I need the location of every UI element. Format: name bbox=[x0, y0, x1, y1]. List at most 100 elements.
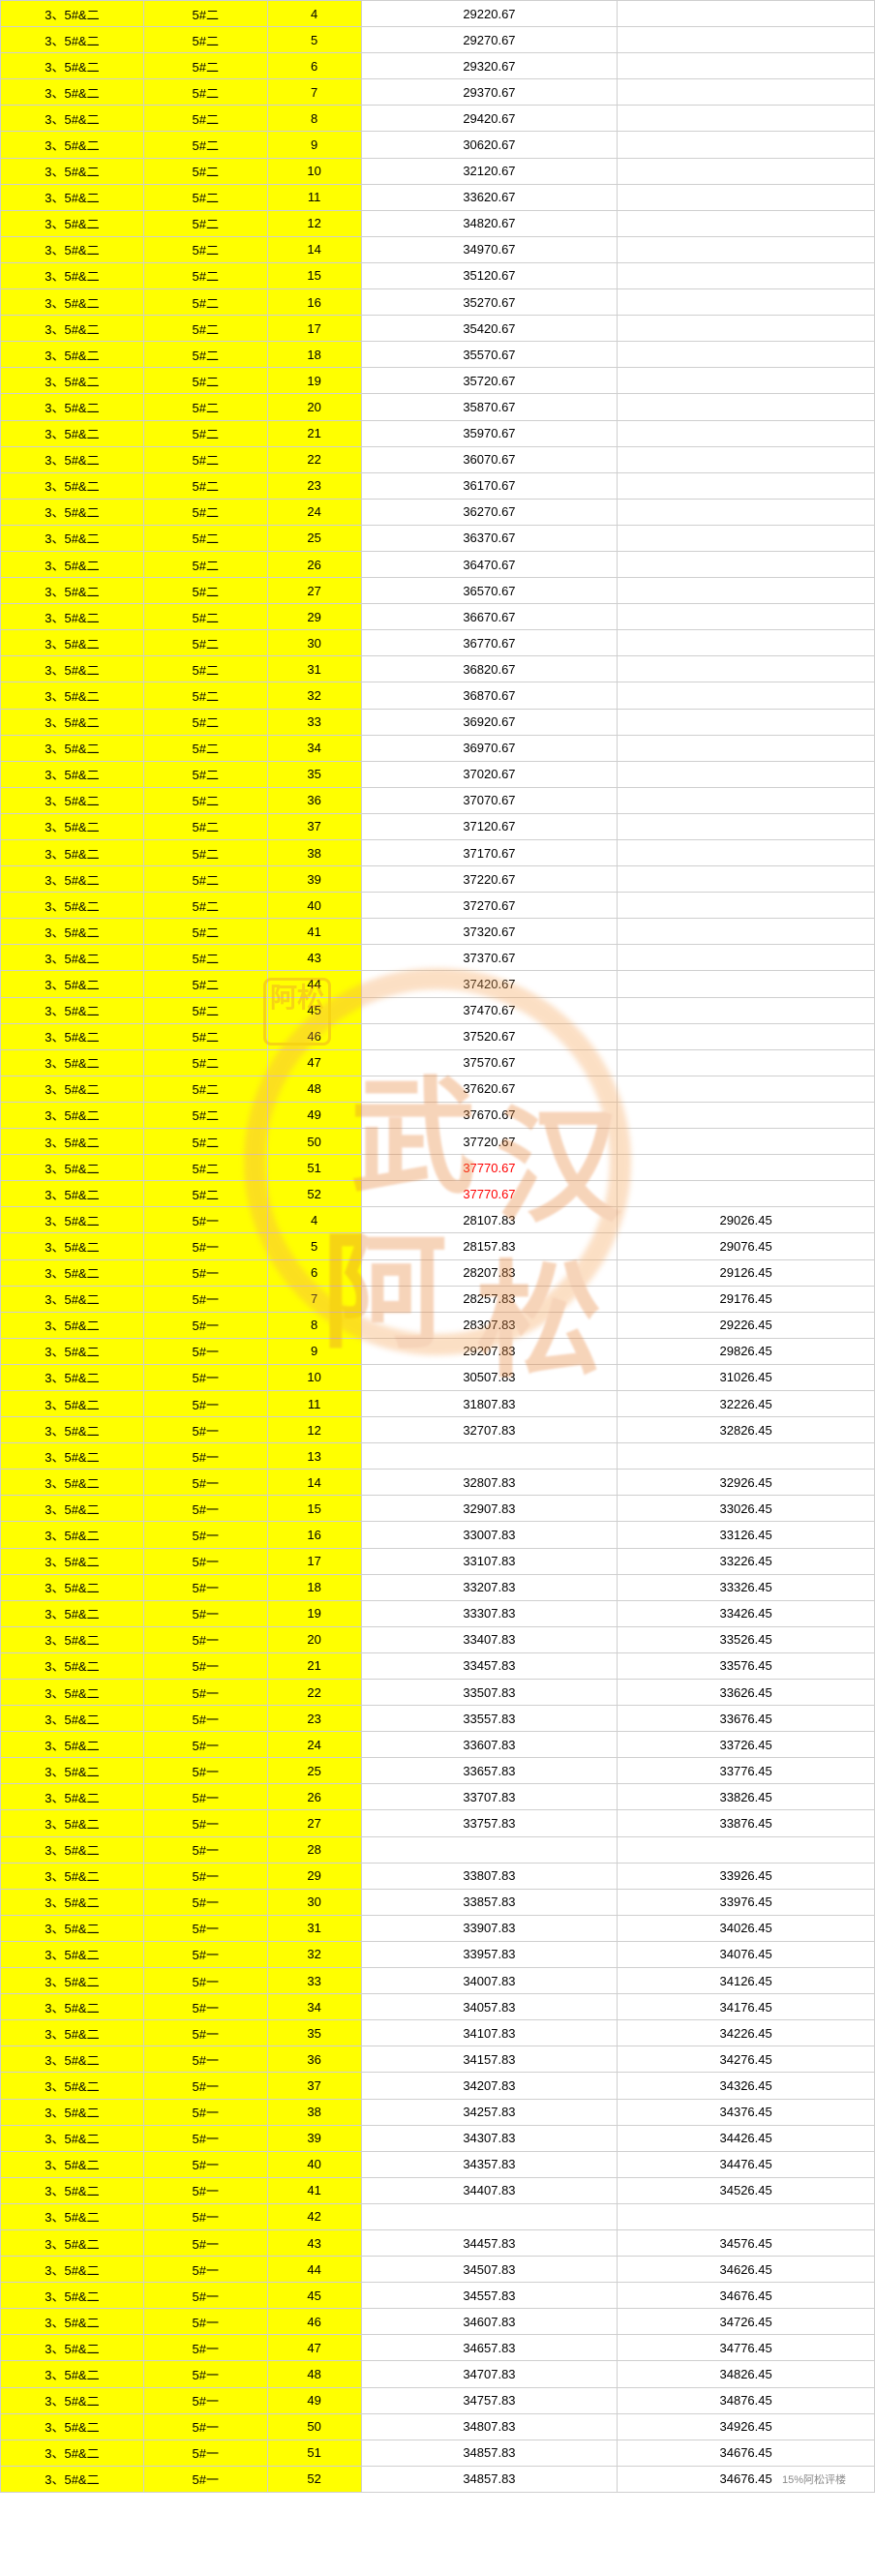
cell: 33976.45 bbox=[618, 1889, 875, 1915]
table-row: 3、5#&二5#一3934307.8334426.45 bbox=[1, 2125, 875, 2151]
cell: 5#二 bbox=[143, 316, 267, 342]
table-row: 3、5#&二5#二3937220.67 bbox=[1, 866, 875, 893]
table-row: 3、5#&二5#一5034807.8334926.45 bbox=[1, 2413, 875, 2440]
table-row: 3、5#&二5#一1432807.8332926.45 bbox=[1, 1470, 875, 1496]
cell: 21 bbox=[267, 1652, 361, 1679]
cell: 5#二 bbox=[143, 656, 267, 682]
cell: 34226.45 bbox=[618, 2020, 875, 2046]
cell: 5#一 bbox=[143, 2177, 267, 2203]
cell: 44 bbox=[267, 971, 361, 997]
cell: 18 bbox=[267, 342, 361, 368]
cell: 3、5#&二 bbox=[1, 1836, 144, 1863]
cell: 37 bbox=[267, 813, 361, 839]
table-row: 3、5#&二5#一2033407.8333526.45 bbox=[1, 1626, 875, 1652]
table-row: 3、5#&二5#一3334007.8334126.45 bbox=[1, 1968, 875, 1994]
cell: 26 bbox=[267, 1784, 361, 1810]
cell bbox=[618, 184, 875, 210]
cell: 28157.83 bbox=[361, 1233, 618, 1259]
cell: 5#一 bbox=[143, 2335, 267, 2361]
cell: 36970.67 bbox=[361, 735, 618, 761]
cell: 5#二 bbox=[143, 551, 267, 577]
footer-attribution: 15%阿松评楼 bbox=[782, 2471, 846, 2487]
cell: 3、5#&二 bbox=[1, 525, 144, 551]
cell bbox=[618, 316, 875, 342]
table-row: 3、5#&二5#一4034357.8334476.45 bbox=[1, 2151, 875, 2177]
cell: 3、5#&二 bbox=[1, 1810, 144, 1836]
cell bbox=[618, 27, 875, 53]
cell: 33726.45 bbox=[618, 1732, 875, 1758]
cell bbox=[618, 813, 875, 839]
cell: 34357.83 bbox=[361, 2151, 618, 2177]
cell: 34426.45 bbox=[618, 2125, 875, 2151]
cell: 3、5#&二 bbox=[1, 1155, 144, 1181]
cell: 3、5#&二 bbox=[1, 2387, 144, 2413]
table-row: 3、5#&二5#二930620.67 bbox=[1, 132, 875, 158]
cell: 33657.83 bbox=[361, 1758, 618, 1784]
cell: 5#一 bbox=[143, 1548, 267, 1574]
cell: 38 bbox=[267, 2099, 361, 2125]
table-row: 3、5#&二5#二4437420.67 bbox=[1, 971, 875, 997]
cell: 34457.83 bbox=[361, 2229, 618, 2256]
cell: 5#二 bbox=[143, 893, 267, 919]
table-row: 3、5#&二5#二729370.67 bbox=[1, 79, 875, 106]
cell: 3、5#&二 bbox=[1, 1784, 144, 1810]
cell: 3、5#&二 bbox=[1, 1652, 144, 1679]
cell: 30 bbox=[267, 630, 361, 656]
cell: 5#二 bbox=[143, 866, 267, 893]
table-row: 3、5#&二5#二1434970.67 bbox=[1, 236, 875, 262]
table-row: 3、5#&二5#二629320.67 bbox=[1, 53, 875, 79]
cell: 36070.67 bbox=[361, 446, 618, 472]
cell: 51 bbox=[267, 2440, 361, 2466]
cell: 5#二 bbox=[143, 1181, 267, 1207]
cell: 29176.45 bbox=[618, 1286, 875, 1312]
cell: 35420.67 bbox=[361, 316, 618, 342]
table-row: 3、5#&二5#一929207.8329826.45 bbox=[1, 1338, 875, 1364]
cell: 34 bbox=[267, 735, 361, 761]
cell: 29370.67 bbox=[361, 79, 618, 106]
cell: 22 bbox=[267, 446, 361, 472]
table-row: 3、5#&二5#二4837620.67 bbox=[1, 1076, 875, 1102]
cell: 3、5#&二 bbox=[1, 1023, 144, 1049]
cell: 29420.67 bbox=[361, 106, 618, 132]
cell bbox=[618, 1076, 875, 1102]
table-row: 3、5#&二5#一528157.8329076.45 bbox=[1, 1233, 875, 1259]
cell: 5#一 bbox=[143, 1417, 267, 1443]
table-row: 3、5#&二5#一3834257.8334376.45 bbox=[1, 2099, 875, 2125]
table-row: 3、5#&二5#一3233957.8334076.45 bbox=[1, 1941, 875, 1967]
cell: 50 bbox=[267, 2413, 361, 2440]
cell bbox=[618, 1155, 875, 1181]
cell: 51 bbox=[267, 1155, 361, 1181]
table-row: 3、5#&二5#二2236070.67 bbox=[1, 446, 875, 472]
cell: 5#一 bbox=[143, 2309, 267, 2335]
cell: 34807.83 bbox=[361, 2413, 618, 2440]
cell: 3、5#&二 bbox=[1, 316, 144, 342]
cell bbox=[618, 236, 875, 262]
cell bbox=[618, 1023, 875, 1049]
cell: 34107.83 bbox=[361, 2020, 618, 2046]
table-row: 3、5#&二5#二2636470.67 bbox=[1, 551, 875, 577]
cell: 3、5#&二 bbox=[1, 499, 144, 525]
cell: 5#二 bbox=[143, 262, 267, 288]
cell: 33526.45 bbox=[618, 1626, 875, 1652]
cell: 3、5#&二 bbox=[1, 2046, 144, 2073]
cell: 36 bbox=[267, 787, 361, 813]
table-row: 3、5#&二5#二1935720.67 bbox=[1, 368, 875, 394]
cell: 29220.67 bbox=[361, 1, 618, 27]
cell: 28207.83 bbox=[361, 1259, 618, 1286]
table-row: 3、5#&二5#一1733107.8333226.45 bbox=[1, 1548, 875, 1574]
cell: 3、5#&二 bbox=[1, 1390, 144, 1416]
cell: 30 bbox=[267, 1889, 361, 1915]
cell: 33007.83 bbox=[361, 1522, 618, 1548]
cell: 3、5#&二 bbox=[1, 368, 144, 394]
cell: 5#一 bbox=[143, 1706, 267, 1732]
cell: 3、5#&二 bbox=[1, 342, 144, 368]
cell bbox=[618, 787, 875, 813]
cell: 48 bbox=[267, 1076, 361, 1102]
table-row: 3、5#&二5#一2133457.8333576.45 bbox=[1, 1652, 875, 1679]
cell: 29126.45 bbox=[618, 1259, 875, 1286]
cell: 32120.67 bbox=[361, 158, 618, 184]
cell: 36820.67 bbox=[361, 656, 618, 682]
cell: 19 bbox=[267, 1600, 361, 1626]
cell: 5#一 bbox=[143, 1626, 267, 1652]
cell: 5#一 bbox=[143, 1233, 267, 1259]
